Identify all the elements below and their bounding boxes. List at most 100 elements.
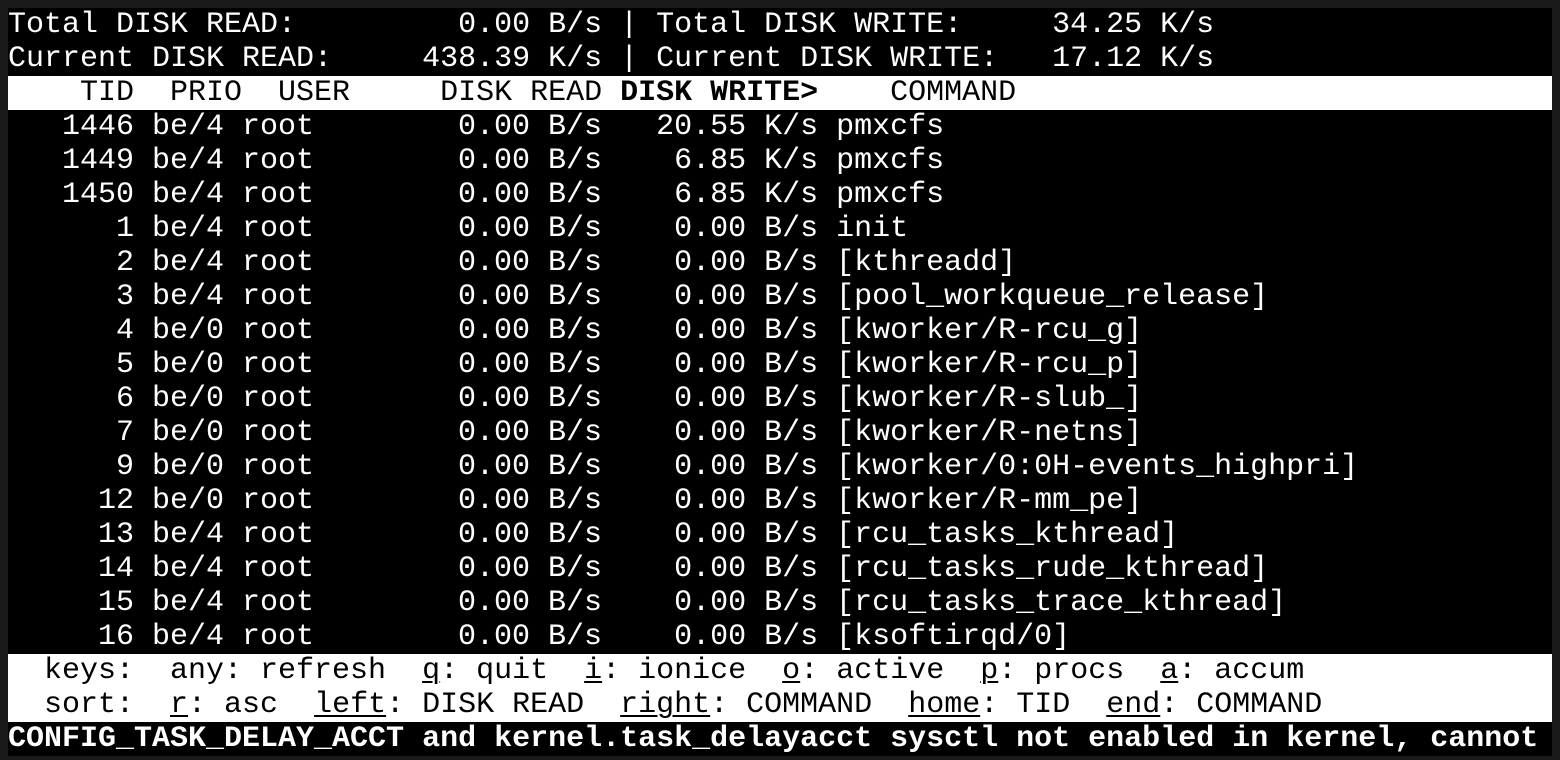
process-row: 7 be/0 root 0.00 B/s 0.00 B/s [kworker/R-n…: [8, 416, 1552, 450]
disk-read-cell: 0.00 B/s: [458, 144, 603, 178]
process-row: 13 be/4 root 0.00 B/s 0.00 B/s [rcu_tasks_…: [8, 518, 1552, 552]
column-gap: [818, 620, 836, 654]
disk-write-cell: 0.00 B/s: [674, 246, 819, 280]
user-cell: root: [242, 450, 315, 484]
disk-read-cell: 0.00 B/s: [458, 246, 603, 280]
tid-cell: 3: [116, 280, 135, 314]
user-cell: root: [242, 212, 315, 246]
disk-write-cell: 0.00 B/s: [674, 552, 819, 586]
process-row: 12 be/0 root 0.00 B/s 0.00 B/s [kworker/R-…: [8, 484, 1552, 518]
column-gap: [224, 110, 242, 144]
column-gap: [134, 416, 152, 450]
tid-cell: 14: [98, 552, 135, 586]
column-gap: [134, 110, 152, 144]
total-disk-write-label: Total DISK WRITE:: [656, 8, 963, 42]
process-row: 15 be/4 root 0.00 B/s 0.00 B/s [rcu_tasks_…: [8, 586, 1552, 620]
shortcut-key: r: [170, 688, 189, 722]
command-cell: [rcu_tasks_kthread]: [836, 518, 1179, 552]
tid-cell: 12: [98, 484, 135, 518]
column-gap: [224, 348, 242, 382]
command-cell: [kworker/0:0H-events_highpri]: [836, 450, 1359, 484]
help-keys-line: keys: any: refresh q: quit i: ionice o: …: [8, 654, 1552, 688]
help-sort-line: sort: r: asc left: DISK READ right: COMM…: [8, 688, 1552, 722]
help-text: : COMMAND: [710, 688, 909, 722]
disk-write-cell: 0.00 B/s: [674, 348, 819, 382]
disk-write-cell: 0.00 B/s: [674, 212, 819, 246]
prio-cell: be/4: [152, 212, 225, 246]
current-disk-write-value: 17.12 K/s: [1052, 42, 1215, 76]
disk-read-cell: 0.00 B/s: [458, 178, 603, 212]
help-text: : TID: [980, 688, 1107, 722]
user-cell: root: [242, 314, 315, 348]
prio-cell: be/0: [152, 450, 225, 484]
tid-cell: 5: [116, 348, 135, 382]
column-gap: [224, 620, 242, 654]
summary-line-current: Current DISK READ: 438.39 K/s | Current DIS…: [8, 42, 1552, 76]
shortcut-key: p: [980, 654, 999, 688]
command-cell: [kworker/R-rcu_g]: [836, 314, 1143, 348]
tid-cell: 6: [116, 382, 135, 416]
process-row: 1450 be/4 root 0.00 B/s 6.85 K/s pmxcfs: [8, 178, 1552, 212]
column-gap: [818, 416, 836, 450]
column-gap: [818, 178, 836, 212]
column-gap: [224, 212, 242, 246]
column-gap: [134, 450, 152, 484]
shortcut-key: a: [1160, 654, 1179, 688]
prio-cell: be/0: [152, 348, 225, 382]
user-cell: root: [242, 620, 315, 654]
disk-read-cell: 0.00 B/s: [458, 552, 603, 586]
tid-cell: 1: [116, 212, 135, 246]
help-text: : COMMAND: [1160, 688, 1323, 722]
user-cell: root: [242, 586, 315, 620]
tid-cell: 1446: [62, 110, 135, 144]
tid-cell: 1449: [62, 144, 135, 178]
column-gap: [224, 314, 242, 348]
prio-cell: be/4: [152, 178, 225, 212]
user-cell: root: [242, 382, 315, 416]
disk-read-cell: 0.00 B/s: [458, 518, 603, 552]
prio-cell: be/4: [152, 518, 225, 552]
column-gap: [134, 178, 152, 212]
disk-read-cell: 0.00 B/s: [458, 416, 603, 450]
process-row: 5 be/0 root 0.00 B/s 0.00 B/s [kworker/R-r…: [8, 348, 1552, 382]
column-gap: [224, 144, 242, 178]
column-gap: [818, 484, 836, 518]
column-gap: [818, 586, 836, 620]
shortcut-key: o: [782, 654, 801, 688]
command-cell: [rcu_tasks_rude_kthread]: [836, 552, 1269, 586]
disk-read-cell: 0.00 B/s: [458, 110, 603, 144]
tid-cell: 2: [116, 246, 135, 280]
prio-cell: be/0: [152, 314, 225, 348]
user-cell: root: [242, 178, 315, 212]
column-gap: [818, 212, 836, 246]
shortcut-key: home: [908, 688, 981, 722]
process-row: 1446 be/4 root 0.00 B/s 20.55 K/s pmxcfs: [8, 110, 1552, 144]
disk-read-cell: 0.00 B/s: [458, 450, 603, 484]
command-cell: pmxcfs: [836, 110, 945, 144]
command-cell: [ksoftirqd/0]: [836, 620, 1071, 654]
disk-write-cell: 0.00 B/s: [674, 382, 819, 416]
disk-write-cell: 0.00 B/s: [674, 518, 819, 552]
current-disk-read-value: 438.39 K/s: [422, 42, 603, 76]
command-cell: [kworker/R-rcu_p]: [836, 348, 1143, 382]
column-gap: [134, 314, 152, 348]
column-gap: [818, 280, 836, 314]
column-gap: [224, 416, 242, 450]
tid-cell: 13: [98, 518, 135, 552]
shortcut-key: right: [620, 688, 711, 722]
status-warning-line: CONFIG_TASK_DELAY_ACCT and kernel.task_d…: [8, 722, 1539, 756]
total-disk-read-label: Total DISK READ:: [8, 8, 297, 42]
help-text: : DISK READ: [386, 688, 621, 722]
prio-cell: be/4: [152, 280, 225, 314]
help-text: keys: any: refresh: [8, 654, 423, 688]
user-cell: root: [242, 348, 315, 382]
command-cell: [kthreadd]: [836, 246, 1017, 280]
user-cell: root: [242, 484, 315, 518]
process-row: 6 be/0 root 0.00 B/s 0.00 B/s [kworker/R-s…: [8, 382, 1552, 416]
user-cell: root: [242, 518, 315, 552]
column-gap: [818, 382, 836, 416]
prio-cell: be/0: [152, 416, 225, 450]
current-disk-read: Current DISK READ: 438.39 K/s: [8, 42, 602, 76]
tid-cell: 4: [116, 314, 135, 348]
